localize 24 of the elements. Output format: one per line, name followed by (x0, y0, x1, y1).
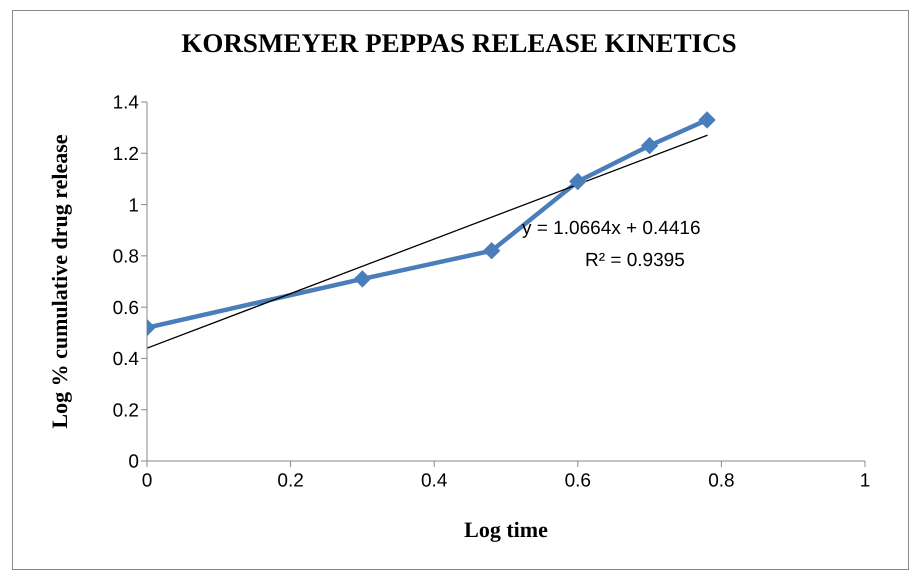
y-tick-label: 0 (128, 452, 139, 473)
x-tick-label: 0.4 (420, 470, 448, 492)
point (483, 242, 500, 260)
x-tick-label: 0.6 (564, 470, 592, 492)
annotation: y = 1.0664x + 0.4416 (522, 218, 701, 240)
y-tick-label: 1 (128, 195, 139, 216)
x-tick-label: 0.8 (708, 470, 735, 492)
y-tick-label: 0.2 (112, 400, 139, 422)
x-tick-label: 0.2 (277, 470, 304, 492)
y-tick-label: 1.4 (112, 92, 140, 114)
y-tick-label: 0.8 (112, 246, 139, 268)
chart-title: KORSMEYER PEPPAS RELEASE KINETICS (180, 28, 738, 59)
point (569, 172, 586, 190)
point (641, 137, 658, 154)
y-tick-label: 1.2 (112, 144, 139, 166)
y-tick-label: 0.6 (112, 298, 139, 319)
point (698, 111, 716, 128)
point (354, 270, 371, 288)
x-tick-label: 0 (142, 470, 152, 492)
y-tick-label: 0.4 (112, 349, 140, 370)
x-tick-label: 1 (860, 470, 870, 492)
annotation: R² = 0.9395 (585, 250, 685, 272)
y-axis-title: Log % cumulative drug release (46, 134, 72, 429)
x-axis-title: Log time (464, 517, 548, 542)
